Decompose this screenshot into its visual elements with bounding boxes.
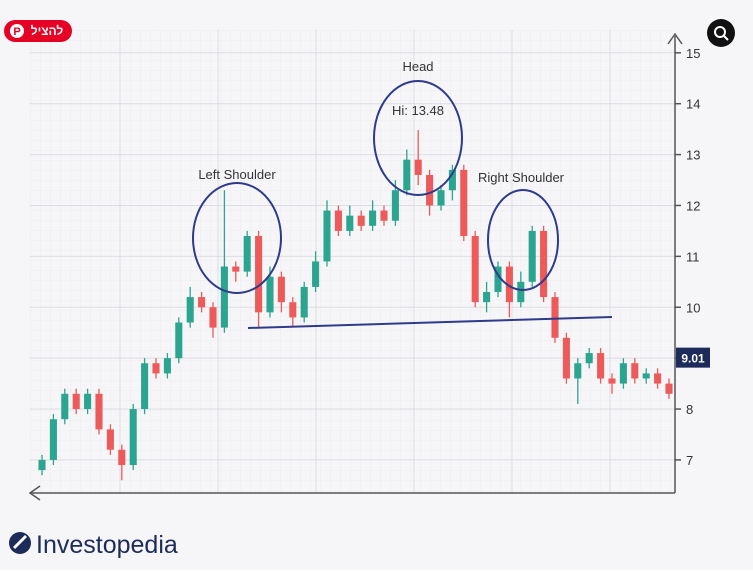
candle-body bbox=[72, 393, 80, 410]
candle-body bbox=[540, 230, 548, 298]
candle-body bbox=[84, 393, 92, 410]
logo: Investopedia bbox=[9, 531, 178, 559]
candle-body bbox=[654, 373, 662, 384]
candle-body bbox=[198, 297, 206, 308]
candle-body bbox=[414, 159, 422, 175]
candle-body bbox=[460, 169, 468, 237]
candle-body bbox=[562, 337, 570, 379]
candle-body bbox=[209, 307, 217, 328]
candle-body bbox=[551, 297, 559, 338]
candle-body bbox=[380, 210, 388, 221]
candle-body bbox=[243, 236, 251, 272]
save-button[interactable]: P להציל bbox=[4, 20, 72, 42]
candle-body bbox=[483, 291, 491, 303]
candle-body bbox=[118, 449, 126, 466]
y-axis-arrow bbox=[667, 32, 683, 45]
annotation: Head bbox=[402, 59, 433, 74]
y-tick-label: 14 bbox=[686, 97, 700, 112]
y-tick-label: 15 bbox=[686, 46, 700, 61]
candle-body bbox=[175, 322, 183, 359]
candle-body bbox=[323, 210, 331, 262]
candle-body bbox=[220, 266, 228, 328]
head-circle bbox=[373, 80, 463, 196]
candle-body bbox=[95, 393, 103, 430]
candle-body bbox=[597, 353, 605, 379]
visual-search-button[interactable] bbox=[707, 19, 735, 47]
candle-body bbox=[619, 363, 627, 384]
candle-body bbox=[505, 266, 513, 303]
candle-body bbox=[574, 363, 582, 379]
candle-body bbox=[255, 236, 263, 313]
logo-text: Investopedia bbox=[36, 531, 178, 559]
candle-body bbox=[403, 159, 411, 191]
grid-pattern bbox=[30, 30, 675, 493]
candle-body bbox=[61, 393, 69, 420]
y-tick-label: 13 bbox=[686, 148, 700, 163]
y-tick-label: 10 bbox=[686, 300, 700, 315]
pin-icon-letter[interactable]: P bbox=[13, 26, 20, 38]
candle-body bbox=[585, 353, 593, 364]
visual-search-icon[interactable] bbox=[714, 26, 726, 38]
candle-body bbox=[346, 215, 354, 231]
candle-body bbox=[277, 276, 285, 303]
candle-body bbox=[437, 190, 445, 206]
candle-body bbox=[312, 261, 320, 287]
candle-body bbox=[608, 378, 616, 384]
candle-body bbox=[129, 409, 137, 466]
candle-body bbox=[300, 286, 308, 318]
candle-body bbox=[106, 429, 114, 450]
candle-body bbox=[49, 419, 57, 460]
left-shoulder-circle bbox=[192, 182, 282, 294]
visual-search-bg[interactable] bbox=[707, 19, 735, 47]
candle-body bbox=[357, 215, 365, 226]
candle-body bbox=[665, 383, 673, 394]
logo-mark-stroke bbox=[12, 534, 28, 550]
visual-search-handle[interactable] bbox=[723, 35, 729, 41]
candle-body bbox=[517, 281, 525, 303]
y-tick-label: 12 bbox=[686, 198, 700, 213]
annotation: Right Shoulder bbox=[478, 170, 565, 185]
candle-body bbox=[471, 236, 479, 303]
candle-body bbox=[391, 190, 399, 221]
candle-body bbox=[448, 169, 456, 191]
candle-body bbox=[163, 358, 171, 374]
annotation: Hi: 13.48 bbox=[392, 103, 444, 118]
pin-icon[interactable] bbox=[10, 24, 24, 38]
candle-body bbox=[426, 174, 434, 206]
candle-body bbox=[232, 266, 240, 272]
candle-body bbox=[38, 459, 46, 471]
candle-body bbox=[152, 363, 160, 374]
candle-body bbox=[334, 210, 342, 231]
candle-body bbox=[141, 363, 149, 410]
y-tick-label: 8 bbox=[686, 402, 693, 417]
candle-body bbox=[289, 302, 297, 318]
candle-body bbox=[369, 210, 377, 226]
right-shoulder-circle bbox=[487, 189, 559, 291]
last-price-box bbox=[676, 347, 710, 368]
candle-body bbox=[494, 266, 502, 292]
y-tick-label: 11 bbox=[686, 249, 700, 264]
neckline bbox=[247, 316, 613, 329]
candle-body bbox=[631, 363, 639, 379]
annotation: Left Shoulder bbox=[198, 167, 276, 182]
candle-body bbox=[186, 297, 194, 323]
y-tick-label: 7 bbox=[686, 453, 693, 468]
candle-body bbox=[266, 276, 274, 313]
candle-body bbox=[642, 373, 650, 379]
candle-body bbox=[528, 230, 536, 282]
save-button-label[interactable]: להציל bbox=[31, 24, 64, 38]
x-axis-arrow bbox=[28, 485, 41, 501]
last-price-label: 9.01 bbox=[681, 352, 705, 366]
